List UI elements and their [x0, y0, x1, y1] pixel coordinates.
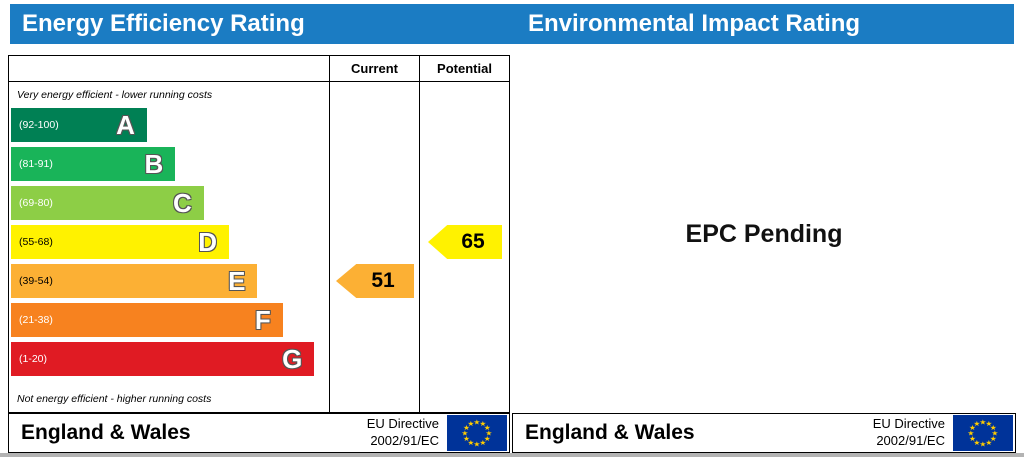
svg-text:★: ★: [467, 420, 474, 429]
svg-text:★: ★: [973, 438, 980, 447]
band-c: (69-80) C: [11, 186, 204, 220]
eu-flag: ★ ★ ★ ★ ★ ★ ★ ★ ★ ★ ★ ★: [953, 415, 1013, 451]
svg-text:★: ★: [467, 438, 474, 447]
svg-text:★: ★: [485, 429, 492, 438]
potential-column: 65: [419, 82, 509, 412]
eu-directive-line1: EU Directive: [366, 416, 439, 432]
band-g-range: (1-20): [19, 353, 48, 365]
current-value: 51: [371, 269, 395, 292]
band-f-letter: F: [254, 304, 271, 335]
region-label: England & Wales: [525, 421, 695, 444]
svg-text:★: ★: [969, 423, 976, 432]
potential-arrow: 65: [428, 225, 502, 259]
current-arrow: 51: [336, 264, 414, 298]
band-d: (55-68) D: [11, 225, 230, 259]
chart-header-row: Current Potential: [9, 56, 509, 82]
header-bar: Energy Efficiency Rating Environmental I…: [10, 4, 1014, 44]
potential-value: 65: [461, 230, 485, 253]
band-b-letter: B: [144, 148, 164, 179]
band-g-letter: G: [282, 343, 303, 374]
band-a: (92-100) A: [11, 108, 147, 142]
svg-text:★: ★: [484, 423, 491, 432]
environmental-rating-title: Environmental Impact Rating: [528, 10, 861, 37]
band-e-letter: E: [228, 265, 246, 296]
england-wales-footer-left: England & Wales EU Directive 2002/91/EC …: [8, 413, 510, 453]
band-a-letter: A: [116, 109, 135, 140]
chart-body: Very energy efficient - lower running co…: [9, 82, 509, 412]
band-d-letter: D: [198, 226, 218, 257]
top-note: Very energy efficient - lower running co…: [17, 89, 213, 101]
svg-text:★: ★: [969, 434, 976, 443]
england-wales-footer-right: England & Wales EU Directive 2002/91/EC …: [512, 413, 1016, 453]
band-b-range: (81-91): [19, 158, 53, 170]
band-f-range: (21-38): [19, 314, 53, 326]
eu-directive-line1: EU Directive: [872, 416, 945, 432]
svg-text:★: ★: [479, 420, 486, 429]
band-c-range: (69-80): [19, 197, 53, 209]
svg-text:★: ★: [985, 420, 992, 429]
svg-text:★: ★: [985, 438, 992, 447]
svg-text:★: ★: [979, 440, 986, 449]
svg-text:★: ★: [991, 429, 998, 438]
chart-header-spacer: [9, 56, 329, 81]
svg-text:★: ★: [484, 434, 491, 443]
environmental-panel: EPC Pending: [512, 55, 1016, 413]
current-column: 51: [329, 82, 419, 412]
svg-text:★: ★: [479, 438, 486, 447]
bands-area: Very energy efficient - lower running co…: [9, 82, 329, 412]
band-d-range: (55-68): [19, 236, 53, 248]
potential-column-header: Potential: [419, 56, 509, 81]
eu-directive-label: EU Directive 2002/91/EC: [367, 416, 447, 450]
band-e-range: (39-54): [19, 275, 53, 287]
current-column-header: Current: [329, 56, 419, 81]
band-b: (81-91) B: [11, 147, 176, 181]
bottom-strip: [0, 453, 1024, 457]
svg-text:★: ★: [973, 420, 980, 429]
svg-text:★: ★: [473, 418, 480, 427]
band-g: (1-20) G: [11, 342, 315, 376]
svg-text:★: ★: [463, 423, 470, 432]
svg-text:★: ★: [979, 418, 986, 427]
eu-directive-line2: 2002/91/EC: [876, 433, 945, 448]
energy-rating-chart: Current Potential Very energy efficient …: [8, 55, 510, 413]
bottom-note: Not energy efficient - higher running co…: [17, 393, 212, 405]
eu-directive-line2: 2002/91/EC: [370, 433, 439, 448]
band-a-range: (92-100): [19, 119, 59, 131]
eu-flag: ★ ★ ★ ★ ★ ★ ★ ★ ★ ★ ★ ★: [447, 415, 507, 451]
svg-text:★: ★: [463, 434, 470, 443]
energy-rating-title: Energy Efficiency Rating: [22, 10, 305, 37]
svg-text:★: ★: [473, 440, 480, 449]
svg-text:★: ★: [461, 429, 468, 438]
band-c-letter: C: [172, 187, 192, 218]
svg-text:★: ★: [967, 429, 974, 438]
svg-text:★: ★: [990, 434, 997, 443]
epc-pending-text: EPC Pending: [685, 219, 843, 248]
svg-text:★: ★: [990, 423, 997, 432]
eu-directive-label: EU Directive 2002/91/EC: [873, 416, 953, 450]
band-e: (39-54) E: [11, 264, 258, 298]
band-f: (21-38) F: [11, 303, 283, 337]
region-label: England & Wales: [21, 421, 191, 444]
